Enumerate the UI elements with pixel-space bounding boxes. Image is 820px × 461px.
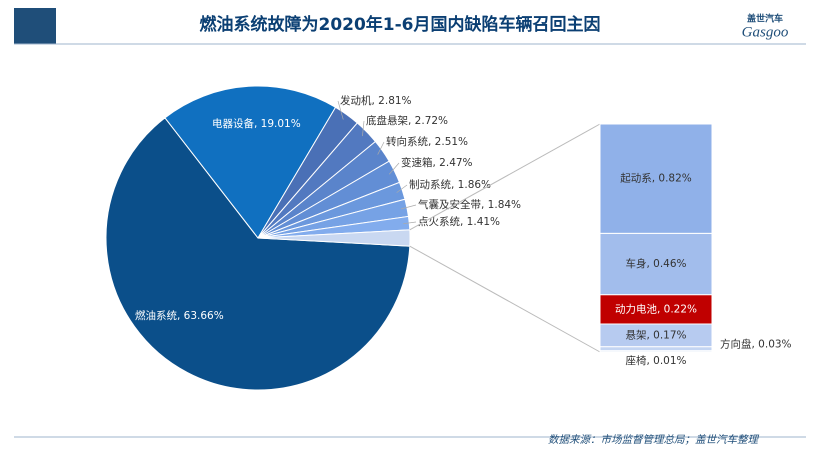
bar-segment bbox=[599, 123, 713, 234]
pie-slice-other bbox=[257, 229, 411, 247]
data-label: 悬架, 0.17% bbox=[625, 329, 686, 341]
data-label: 制动系统, 1.86% bbox=[409, 178, 491, 191]
data-label: 底盘悬架, 2.72% bbox=[366, 114, 448, 127]
data-label: 发动机, 2.81% bbox=[340, 94, 412, 107]
logo-en: Gasgoo bbox=[742, 24, 789, 40]
data-label: 点火系统, 1.41% bbox=[418, 215, 500, 228]
chart-title: 燃油系统故障为2020年1-6月国内缺陷车辆召回主因 bbox=[199, 14, 600, 35]
leader-line bbox=[362, 120, 365, 137]
leader-line bbox=[400, 204, 417, 210]
leader-line bbox=[337, 100, 344, 120]
data-label: 动力电池, 0.22% bbox=[615, 302, 697, 315]
logo-cn: 盖世汽车 bbox=[747, 13, 783, 25]
data-label: 气囊及安全带, 1.84% bbox=[418, 198, 521, 211]
pie-slice bbox=[164, 85, 337, 239]
data-label: 燃油系统, 63.66% bbox=[135, 309, 224, 322]
bar-segment bbox=[599, 346, 713, 352]
data-label: 方向盘, 0.03% bbox=[720, 338, 792, 351]
source: 数据来源：市场监督管理总局；盖世汽车整理 bbox=[548, 434, 759, 446]
data-label: 电器设备, 19.01% bbox=[212, 117, 301, 130]
leader-line bbox=[396, 184, 408, 193]
bar-segment bbox=[599, 232, 713, 296]
leader-line bbox=[403, 221, 417, 225]
leader-line bbox=[388, 162, 400, 175]
data-label: 座椅, 0.01% bbox=[625, 354, 686, 367]
data-label: 转向系统, 2.51% bbox=[386, 135, 468, 148]
data-label: 车身, 0.46% bbox=[625, 257, 686, 270]
leader-line bbox=[377, 141, 385, 155]
data-label: 起动系, 0.82% bbox=[620, 173, 692, 185]
connector bbox=[409, 245, 601, 353]
data-label: 变速箱, 2.47% bbox=[401, 156, 473, 169]
pie-slice bbox=[105, 117, 411, 391]
header-block bbox=[14, 8, 56, 44]
connector bbox=[409, 123, 601, 231]
